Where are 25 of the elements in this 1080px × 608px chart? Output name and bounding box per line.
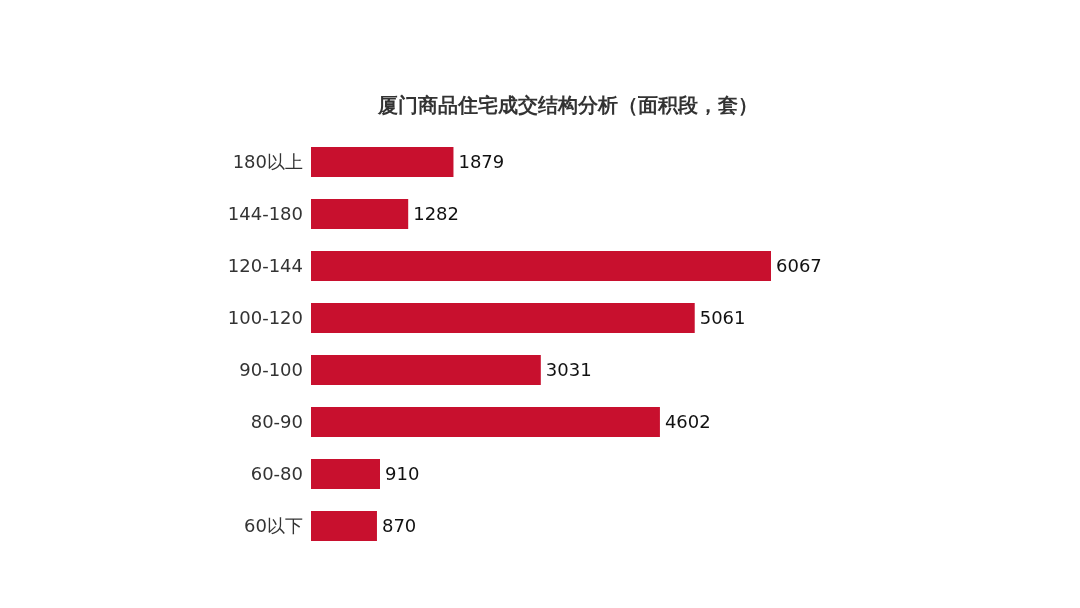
data-label: 4602 — [664, 411, 711, 433]
y-tick-label: 120-144 — [227, 255, 303, 277]
data-label: 6067 — [776, 255, 822, 277]
y-tick-label: 80-90 — [250, 411, 303, 433]
y-tick-label: 100-120 — [227, 307, 303, 329]
data-label: 1282 — [413, 203, 460, 225]
bar — [311, 459, 380, 489]
y-tick-label: 90-100 — [239, 359, 303, 381]
data-label: 3031 — [545, 359, 592, 381]
data-label: 870 — [381, 515, 417, 537]
y-tick-label: 60以下 — [244, 515, 303, 537]
bar — [311, 407, 660, 437]
bar — [311, 355, 541, 385]
bar — [311, 147, 454, 177]
y-tick-label: 144-180 — [227, 203, 303, 225]
y-tick-label: 60-80 — [250, 463, 303, 485]
bar — [311, 303, 695, 333]
bar — [311, 511, 377, 541]
y-tick-label: 180以上 — [232, 151, 303, 173]
bar — [311, 199, 409, 229]
data-label: 5061 — [699, 307, 746, 329]
data-label: 910 — [385, 463, 420, 485]
data-label: 1879 — [458, 151, 505, 173]
bar — [311, 251, 771, 281]
chart-title: 厦门商品住宅成交结构分析（面积段，套） — [377, 92, 759, 119]
